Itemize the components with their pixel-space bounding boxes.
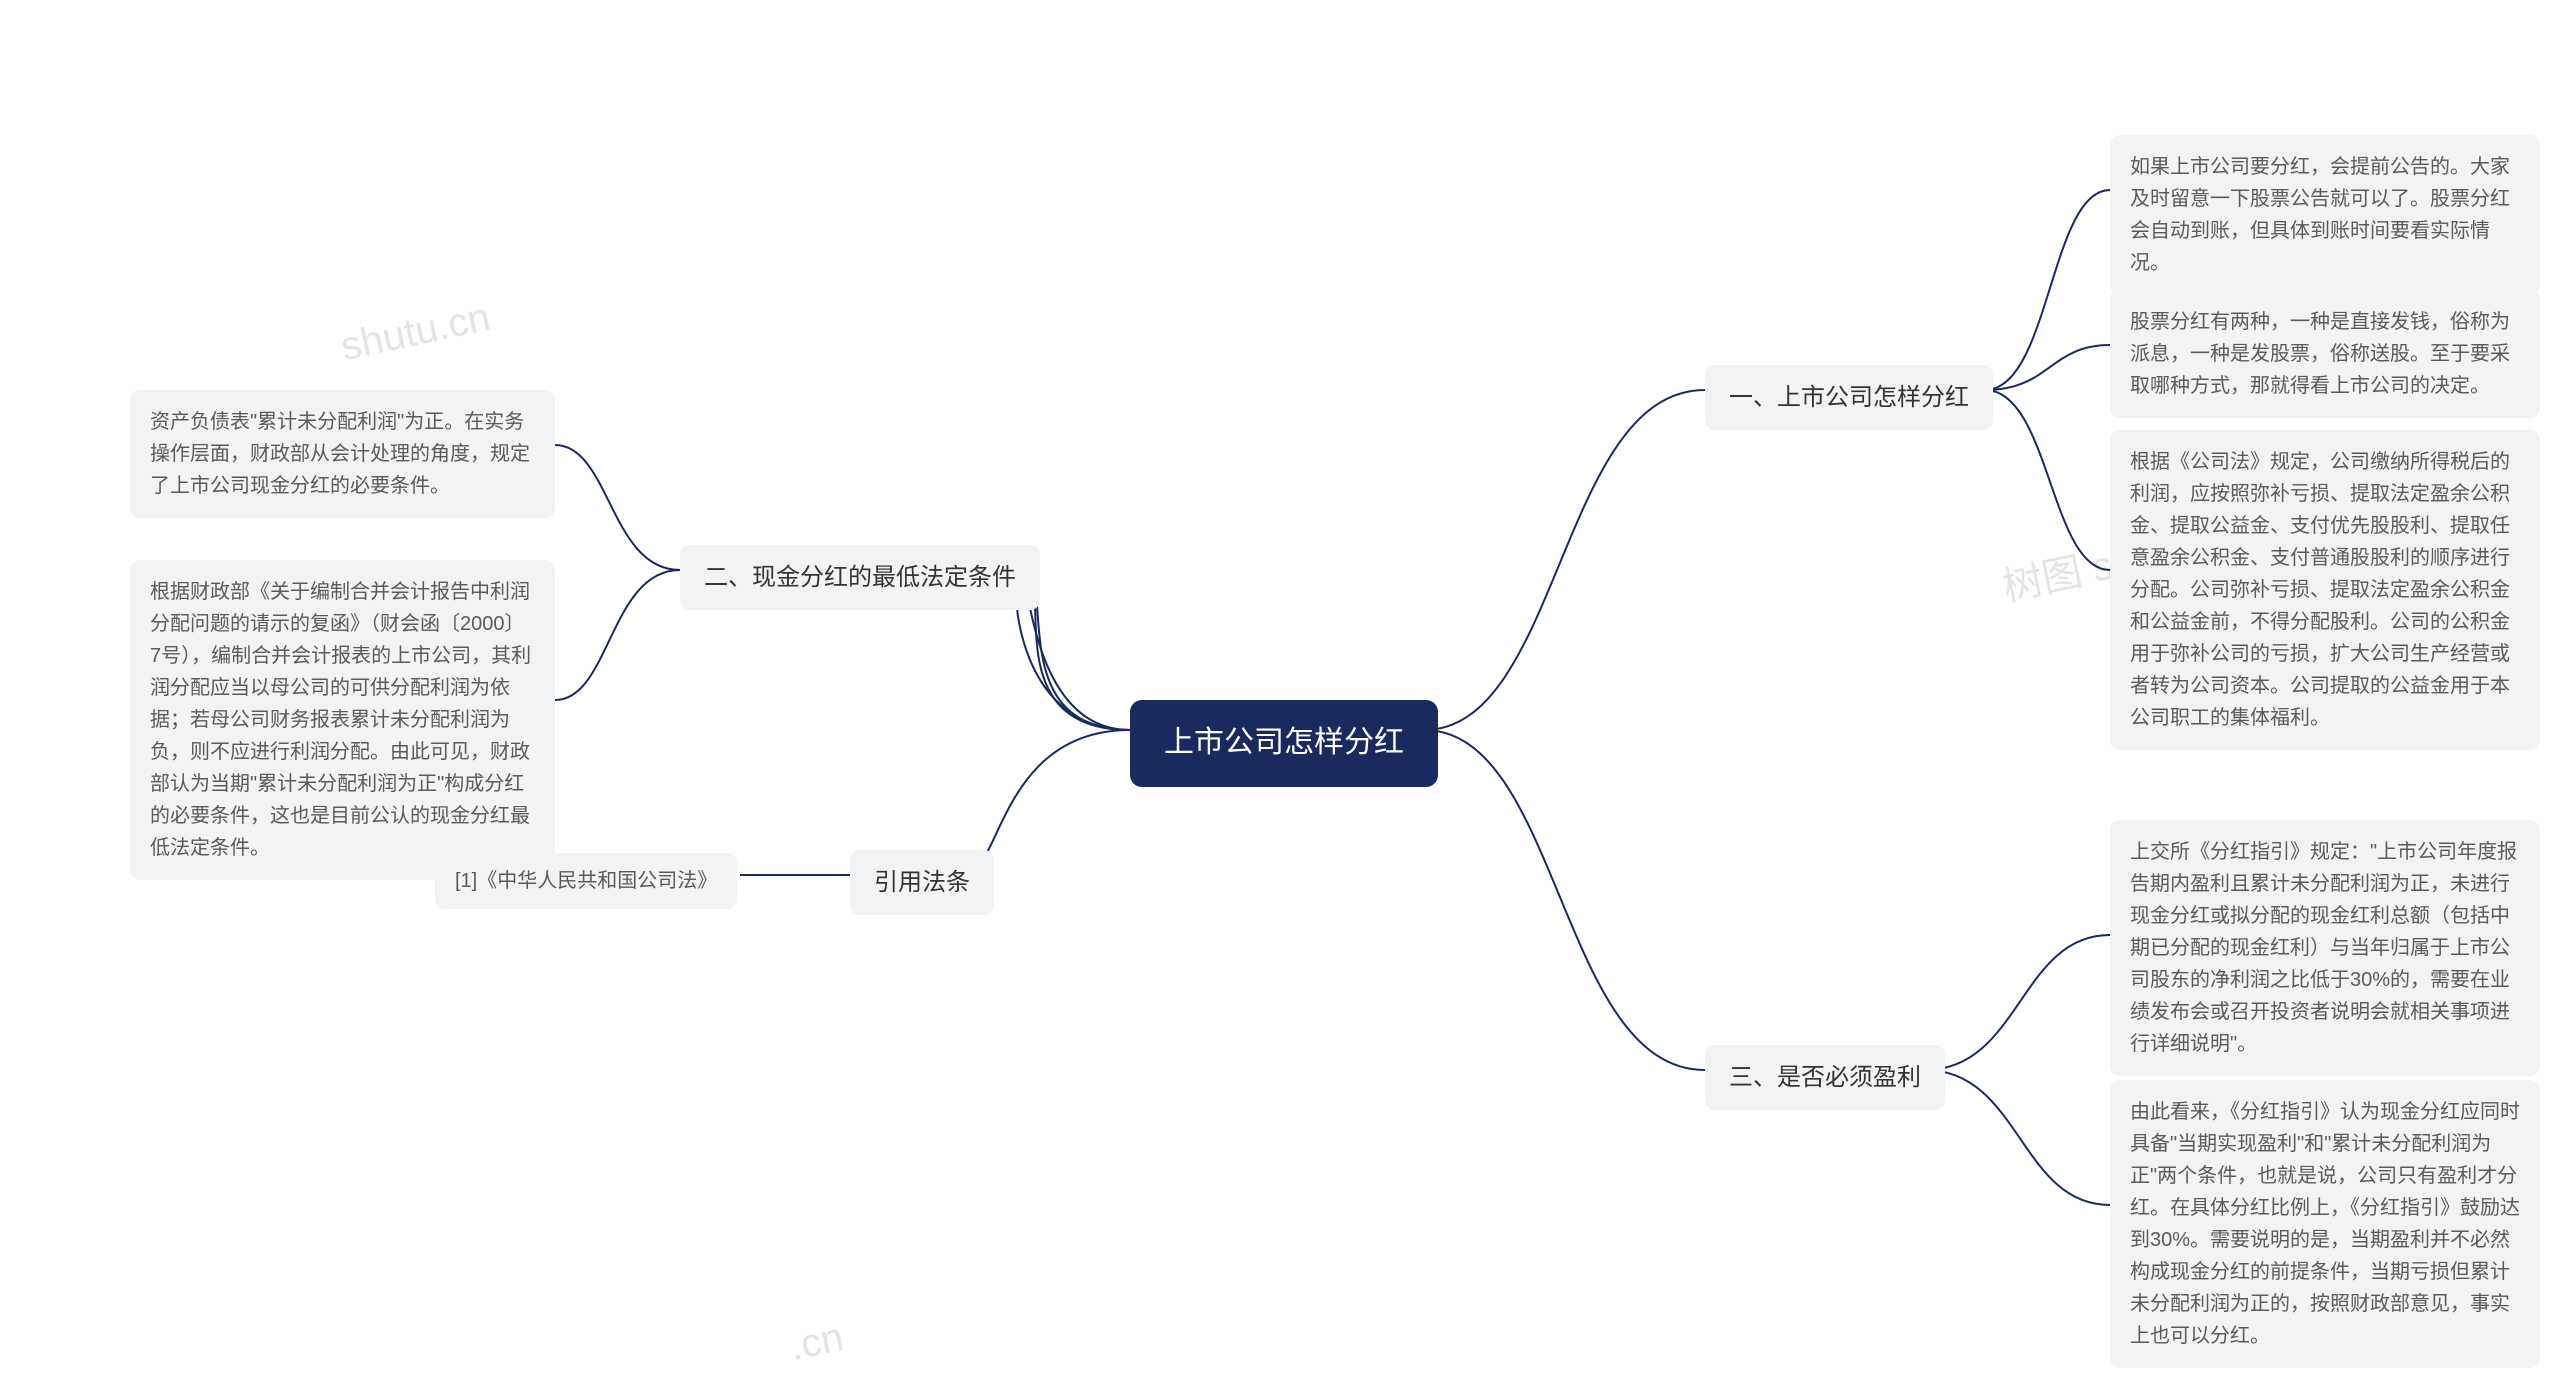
branch-label: 二、现金分红的最低法定条件 bbox=[704, 564, 1016, 591]
branch-label: 一、上市公司怎样分红 bbox=[1729, 384, 1969, 411]
branch-node-left-2: 引用法条 bbox=[850, 850, 994, 915]
leaf-node: 如果上市公司要分红，会提前公告的。大家及时留意一下股票公告就可以了。股票分红会自… bbox=[2110, 135, 2540, 295]
watermark: shutu.cn bbox=[337, 295, 494, 370]
center-label: 上市公司怎样分红 bbox=[1164, 726, 1404, 759]
branch-label: 引用法条 bbox=[874, 869, 970, 896]
leaf-node: 由此看来，《分红指引》认为现金分红应同时具备"当期实现盈利"和"累计未分配利润为… bbox=[2110, 1080, 2540, 1368]
leaf-text: [1]《中华人民共和国公司法》 bbox=[455, 870, 717, 892]
branch-label: 三、是否必须盈利 bbox=[1729, 1064, 1921, 1091]
branch-node-right-1: 一、上市公司怎样分红 bbox=[1705, 365, 1993, 430]
branch-node-left-1: 二、现金分红的最低法定条件 bbox=[680, 545, 1040, 610]
leaf-node: 根据财政部《关于编制合并会计报告中利润分配问题的请示的复函》（财会函〔2000〕… bbox=[130, 560, 555, 880]
leaf-text: 如果上市公司要分红，会提前公告的。大家及时留意一下股票公告就可以了。股票分红会自… bbox=[2130, 156, 2510, 274]
leaf-node: 股票分红有两种，一种是直接发钱，俗称为派息，一种是发股票，俗称送股。至于要采取哪… bbox=[2110, 290, 2540, 418]
leaf-node: 资产负债表"累计未分配利润"为正。在实务操作层面，财政部从会计处理的角度，规定了… bbox=[130, 390, 555, 518]
leaf-text: 股票分红有两种，一种是直接发钱，俗称为派息，一种是发股票，俗称送股。至于要采取哪… bbox=[2130, 311, 2510, 397]
leaf-node: [1]《中华人民共和国公司法》 bbox=[435, 853, 737, 909]
center-node: 上市公司怎样分红 bbox=[1130, 700, 1438, 787]
leaf-text: 上交所《分红指引》规定："上市公司年度报告期内盈利且累计未分配利润为正，未进行现… bbox=[2130, 841, 2517, 1055]
watermark: .cn bbox=[786, 1315, 848, 1370]
leaf-text: 资产负债表"累计未分配利润"为正。在实务操作层面，财政部从会计处理的角度，规定了… bbox=[150, 411, 530, 497]
branch-node-right-2: 三、是否必须盈利 bbox=[1705, 1045, 1945, 1110]
leaf-text: 由此看来，《分红指引》认为现金分红应同时具备"当期实现盈利"和"累计未分配利润为… bbox=[2130, 1101, 2520, 1347]
leaf-node: 上交所《分红指引》规定："上市公司年度报告期内盈利且累计未分配利润为正，未进行现… bbox=[2110, 820, 2540, 1076]
leaf-node: 根据《公司法》规定，公司缴纳所得税后的利润，应按照弥补亏损、提取法定盈余公积金、… bbox=[2110, 430, 2540, 750]
leaf-text: 根据《公司法》规定，公司缴纳所得税后的利润，应按照弥补亏损、提取法定盈余公积金、… bbox=[2130, 451, 2510, 729]
leaf-text: 根据财政部《关于编制合并会计报告中利润分配问题的请示的复函》（财会函〔2000〕… bbox=[150, 581, 531, 859]
